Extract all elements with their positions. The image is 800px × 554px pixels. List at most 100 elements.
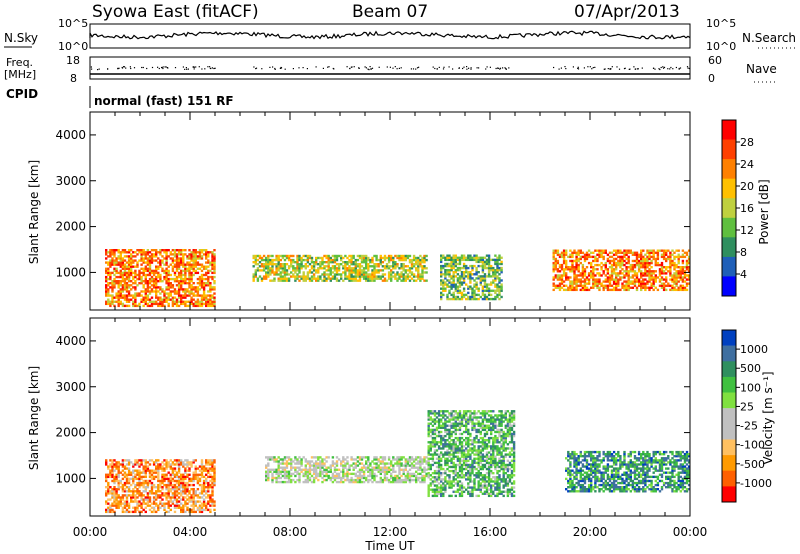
heatmap-cell	[123, 481, 127, 485]
heatmap-cell	[487, 289, 491, 292]
heatmap-cell	[283, 466, 287, 469]
heatmap-cell	[575, 284, 578, 287]
heatmap-cell	[171, 269, 175, 273]
heatmap-cell	[458, 258, 462, 262]
heatmap-cell	[157, 267, 160, 270]
heatmap-cell	[433, 490, 437, 493]
heatmap-cell	[685, 261, 689, 265]
heatmap-cell	[437, 410, 441, 413]
heatmap-cell	[163, 508, 166, 512]
heatmap-cell	[444, 277, 447, 280]
heatmap-cell	[146, 269, 150, 273]
heatmap-cell	[109, 510, 112, 514]
heatmap-cell	[340, 254, 343, 258]
heatmap-cell	[433, 420, 437, 423]
heatmap-cell	[271, 271, 274, 274]
heatmap-cell	[173, 459, 177, 462]
heatmap-cell	[146, 504, 150, 507]
heatmap-cell	[348, 271, 351, 274]
heatmap-cell	[396, 273, 399, 276]
heatmap-cell	[107, 290, 110, 293]
heatmap-cell	[552, 261, 555, 265]
heatmap-cell	[608, 284, 612, 287]
heatmap-cell	[631, 276, 635, 279]
heatmap-cell	[281, 458, 285, 461]
heatmap-cell	[329, 470, 332, 473]
heatmap-cell	[456, 291, 460, 295]
heatmap-cell	[109, 508, 112, 512]
heatmap-cell	[315, 462, 318, 465]
heatmap-cell	[207, 261, 210, 264]
heatmap-cell	[362, 271, 366, 274]
heatmap-cell	[202, 294, 206, 297]
heatmap-cell	[287, 476, 291, 480]
heatmap-cell	[640, 251, 643, 254]
heatmap-cell	[429, 418, 432, 421]
heatmap-cell	[152, 302, 156, 306]
heatmap-cell	[202, 296, 206, 299]
heatmap-cell	[196, 302, 200, 306]
heatmap-cell	[440, 269, 443, 272]
heatmap-cell	[467, 273, 470, 276]
heatmap-cell	[587, 261, 591, 265]
heatmap-cell	[132, 259, 135, 262]
heatmap-cell	[188, 510, 191, 514]
heatmap-cell	[196, 500, 200, 503]
heatmap-cell	[650, 284, 653, 287]
heatmap-cell	[296, 273, 299, 276]
heatmap-cell	[165, 488, 168, 491]
heatmap-cell	[213, 508, 216, 512]
heatmap-cell	[152, 273, 156, 277]
heatmap-cell	[186, 300, 189, 303]
heatmap-cell	[437, 420, 441, 423]
heatmap-cell	[465, 266, 468, 270]
heatmap-cell	[385, 468, 389, 471]
heatmap-cell	[371, 279, 374, 282]
heatmap-cell	[167, 282, 170, 285]
heatmap-cell	[121, 267, 125, 270]
heatmap-cell	[127, 486, 131, 489]
heatmap-cell	[202, 249, 206, 252]
heatmap-cell	[427, 486, 430, 489]
heatmap-cell	[277, 258, 280, 262]
heatmap-cell	[127, 461, 131, 464]
heatmap-cell	[371, 261, 374, 264]
heatmap-cell	[319, 275, 322, 278]
heatmap-cell	[109, 465, 112, 468]
heatmap-cell	[123, 304, 127, 308]
heatmap-cell	[186, 469, 189, 472]
heatmap-cell	[198, 251, 202, 254]
heatmap-cell	[200, 265, 204, 268]
heatmap-cell	[196, 508, 200, 512]
heatmap-cell	[180, 483, 183, 487]
heatmap-cell	[425, 472, 428, 476]
heatmap-cell	[211, 479, 214, 483]
heatmap-cell	[290, 275, 293, 278]
heatmap-cell	[360, 275, 364, 278]
heatmap-cell	[152, 506, 156, 509]
heatmap-cell	[427, 449, 430, 452]
heatmap-cell	[161, 467, 164, 470]
heatmap-cell	[442, 482, 445, 485]
heatmap-cell	[562, 268, 566, 271]
heatmap-cell	[410, 267, 414, 270]
heatmap-cell	[111, 282, 114, 285]
heatmap-cell	[190, 257, 193, 260]
heatmap-cell	[194, 304, 197, 308]
heatmap-cell	[452, 258, 455, 262]
heatmap-cell	[283, 474, 287, 478]
heatmap-cell	[192, 261, 195, 264]
heatmap-cell	[631, 274, 635, 277]
heatmap-cell	[492, 269, 495, 272]
heatmap-cell	[473, 291, 476, 295]
cpid-text: normal (fast) 151 RF	[94, 94, 234, 108]
heatmap-cell	[321, 480, 324, 484]
heatmap-cell	[431, 412, 435, 415]
heatmap-cell	[358, 256, 362, 260]
heatmap-cell	[200, 461, 204, 464]
heatmap-cell	[365, 468, 368, 471]
heatmap-cell	[142, 500, 145, 503]
heatmap-cell	[205, 477, 208, 481]
heatmap-cell	[304, 267, 307, 270]
heatmap-cell	[127, 479, 131, 483]
